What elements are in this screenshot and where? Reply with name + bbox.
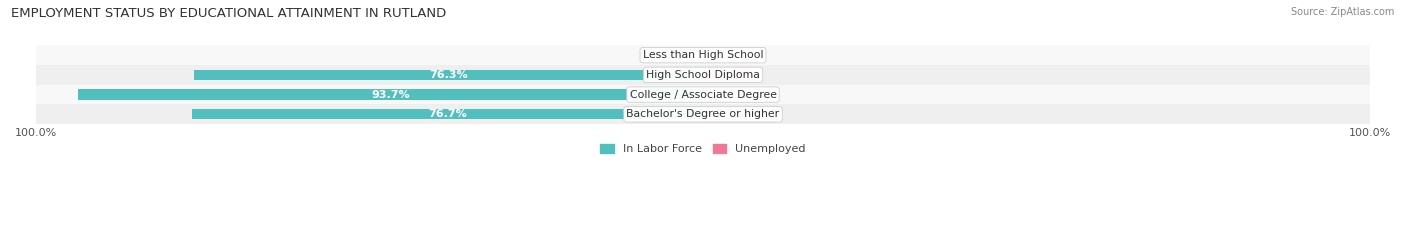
Bar [194,70,703,80]
Text: Less than High School: Less than High School [643,50,763,60]
Text: 0.0%: 0.0% [716,50,745,60]
Text: 6.8%: 6.8% [710,70,741,80]
Text: 93.7%: 93.7% [371,90,411,99]
Bar [703,70,748,80]
Text: College / Associate Degree: College / Associate Degree [630,90,776,99]
Text: 0.0%: 0.0% [716,109,745,119]
Bar [191,109,703,120]
Bar [79,89,703,100]
Text: Bachelor's Degree or higher: Bachelor's Degree or higher [627,109,779,119]
Text: High School Diploma: High School Diploma [647,70,759,80]
Text: Source: ZipAtlas.com: Source: ZipAtlas.com [1291,7,1395,17]
Text: 76.3%: 76.3% [429,70,468,80]
Text: 76.7%: 76.7% [427,109,467,119]
Legend: In Labor Force, Unemployed: In Labor Force, Unemployed [600,144,806,154]
Text: 0.0%: 0.0% [716,90,745,99]
Text: EMPLOYMENT STATUS BY EDUCATIONAL ATTAINMENT IN RUTLAND: EMPLOYMENT STATUS BY EDUCATIONAL ATTAINM… [11,7,447,20]
FancyBboxPatch shape [37,45,1369,65]
FancyBboxPatch shape [37,65,1369,85]
Text: 0.0%: 0.0% [661,50,690,60]
FancyBboxPatch shape [37,85,1369,104]
FancyBboxPatch shape [37,104,1369,124]
